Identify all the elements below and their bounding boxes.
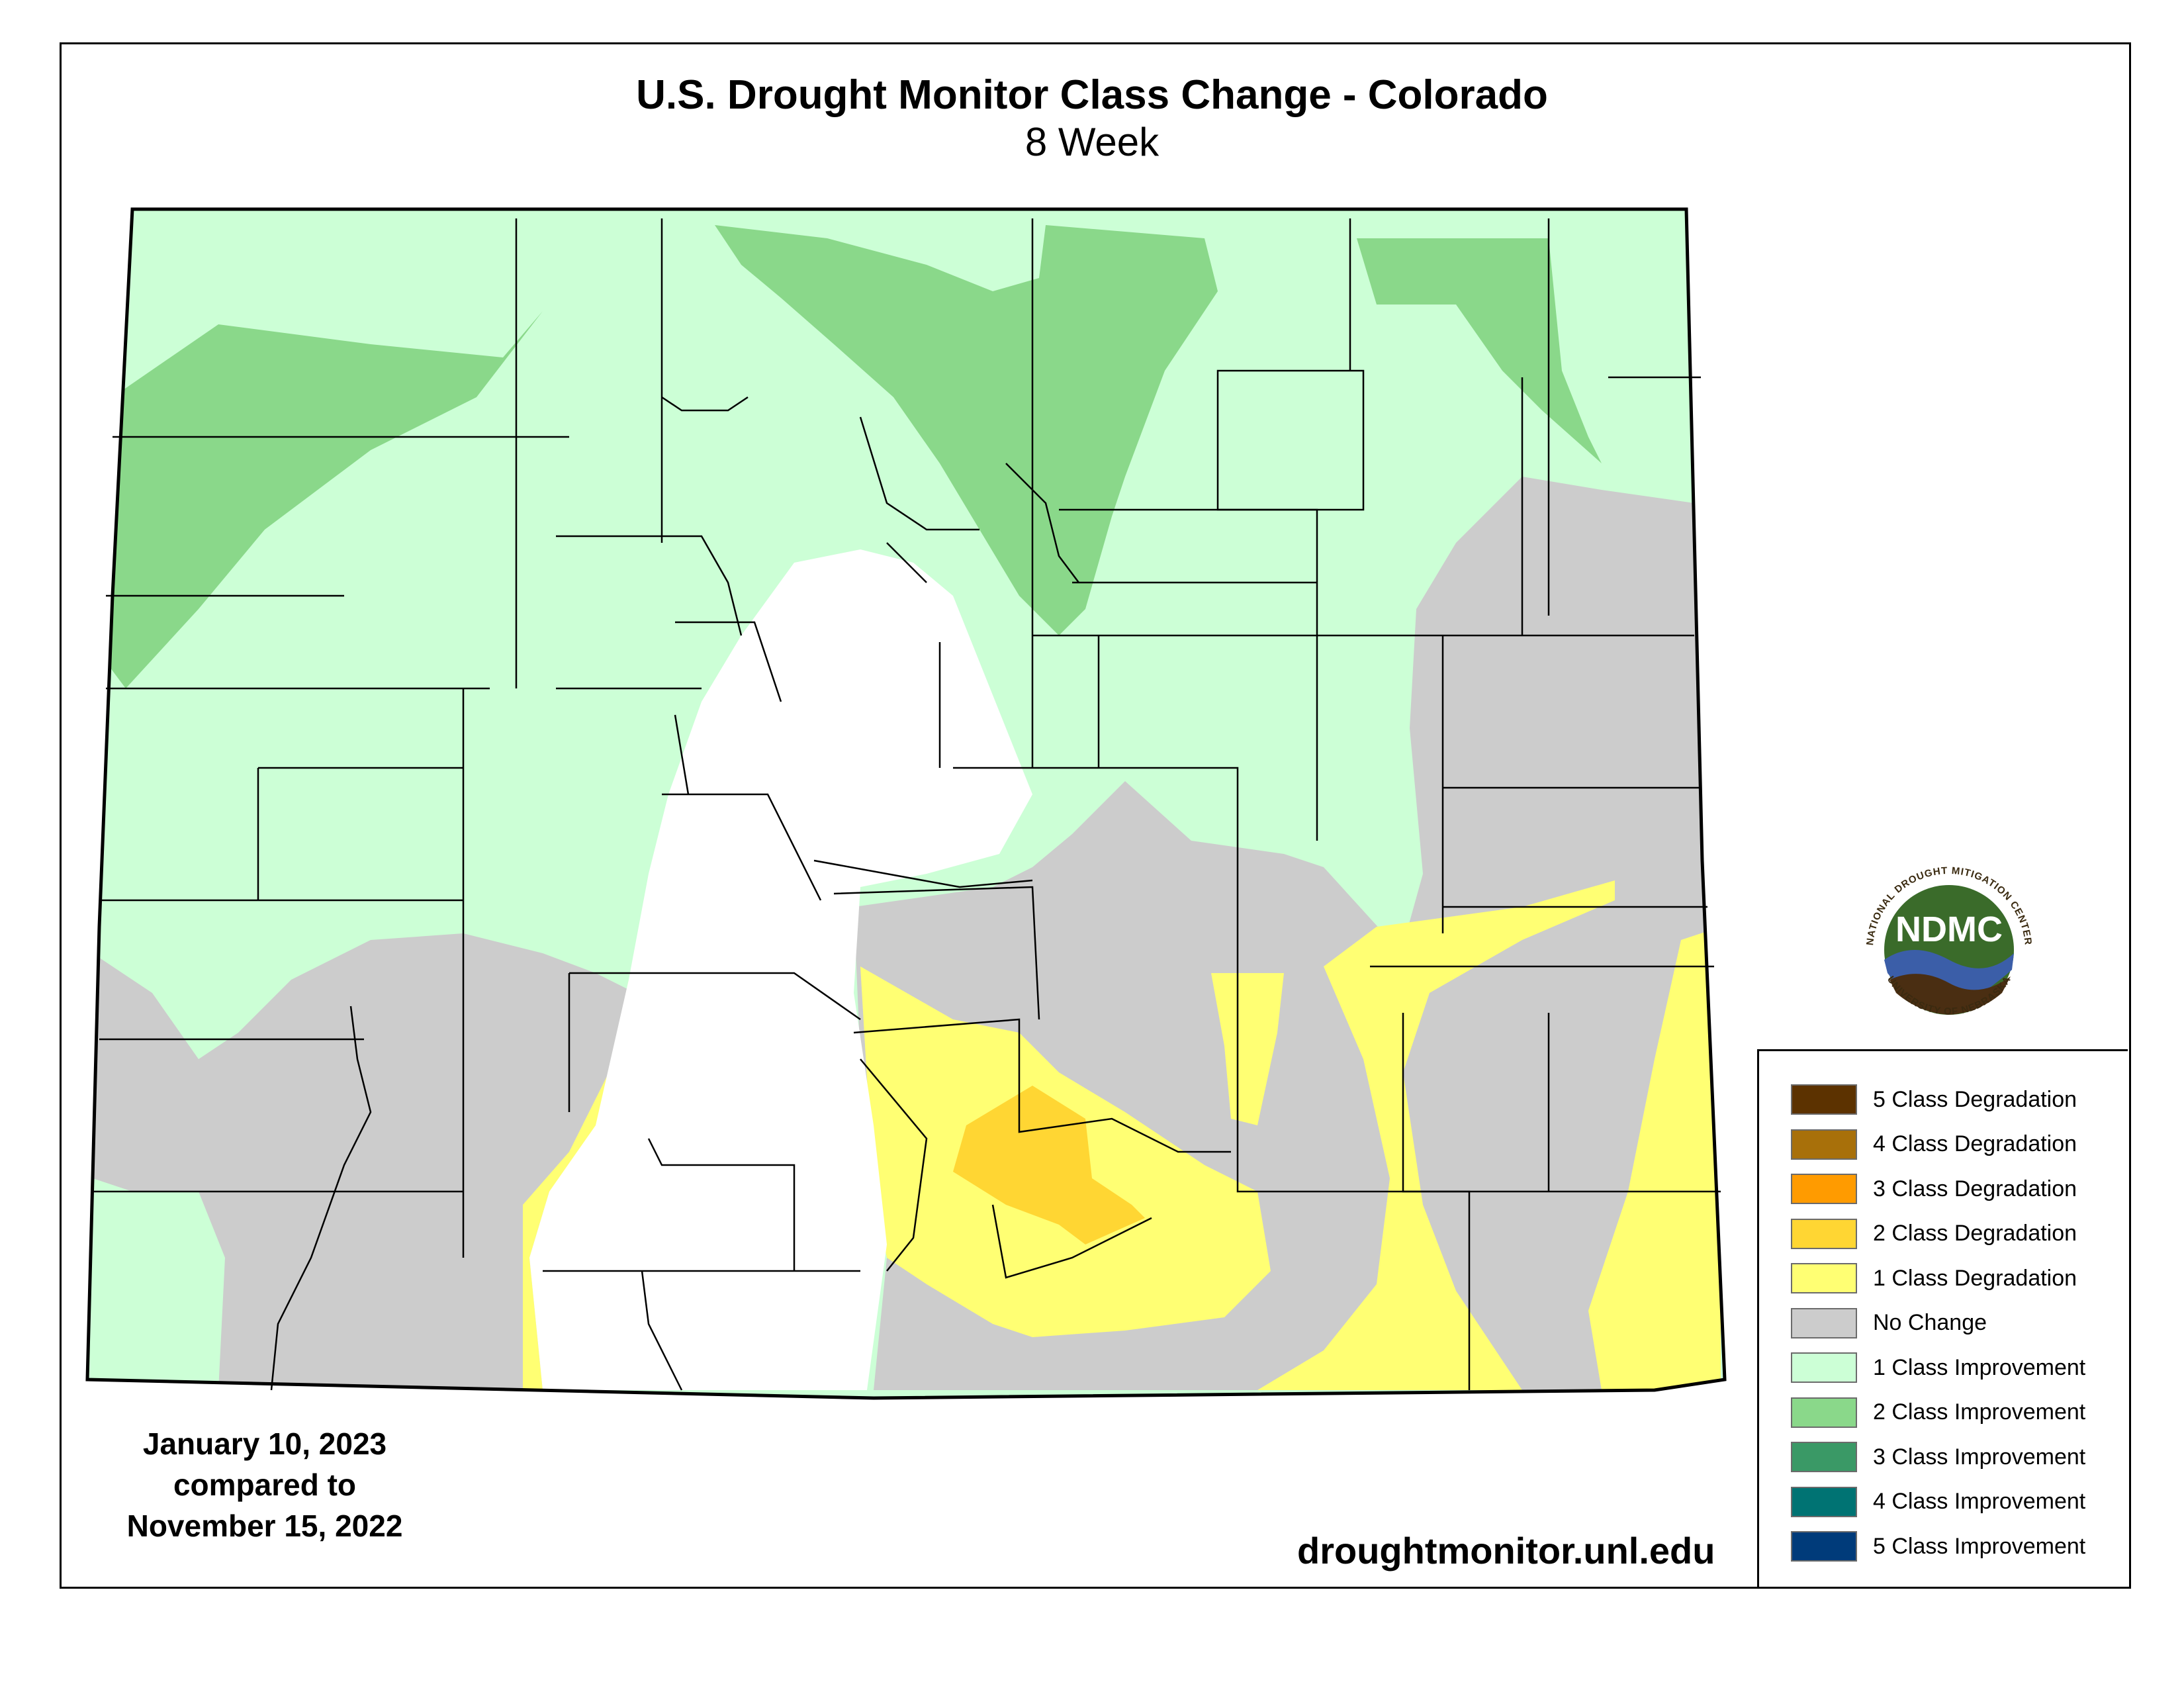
area-2-class-improvement-northwest: [106, 311, 543, 688]
ndmc-logo: NDMC NATIONAL DROUGHT MITIGATION CENTER …: [1855, 856, 2043, 1044]
legend-label: 5 Class Improvement: [1873, 1533, 2086, 1559]
legend-label: 1 Class Degradation: [1873, 1265, 2077, 1291]
area-2-class-improvement-northeast: [1357, 238, 1602, 463]
legend-item: 5 Class Degradation: [1791, 1083, 2077, 1116]
state-outline: [85, 207, 1727, 1400]
legend-swatch: [1791, 1084, 1857, 1115]
legend-item: 3 Class Degradation: [1791, 1172, 2077, 1205]
map-title: U.S. Drought Monitor Class Change - Colo…: [636, 72, 1548, 118]
legend-item: 4 Class Degradation: [1791, 1128, 2077, 1161]
legend-item: 5 Class Improvement: [1791, 1530, 2085, 1563]
legend-label: 5 Class Degradation: [1873, 1086, 2077, 1112]
county-boundaries: [93, 218, 1721, 1391]
legend-label: 2 Class Improvement: [1873, 1399, 2086, 1425]
legend-item: 2 Class Improvement: [1791, 1396, 2085, 1429]
date-comparison: January 10, 2023 compared to November 15…: [93, 1423, 437, 1546]
legend-item: 3 Class Improvement: [1791, 1440, 2085, 1474]
legend-swatch: [1791, 1218, 1857, 1249]
legend-swatch: [1791, 1352, 1857, 1383]
area-no-change-southwest: [93, 933, 635, 1390]
legend-item: 2 Class Degradation: [1791, 1217, 2077, 1250]
drought-change-areas: [87, 209, 1725, 1398]
compared-to-label: compared to: [173, 1468, 357, 1502]
website-url: droughtmonitor.unl.edu: [1297, 1530, 1715, 1571]
legend-swatch: [1791, 1397, 1857, 1428]
legend-item: 1 Class Degradation: [1791, 1262, 2077, 1295]
legend-item: No Change: [1791, 1307, 1987, 1340]
logo-acronym: NDMC: [1895, 910, 2003, 949]
legend-label: No Change: [1873, 1310, 1987, 1335]
area-unshaded-central: [529, 549, 1032, 1390]
legend-swatch: [1791, 1129, 1857, 1160]
legend-swatch: [1791, 1442, 1857, 1472]
area-1-class-degradation-southeast: [1257, 880, 1615, 1390]
legend: 5 Class Degradation 4 Class Degradation 3 …: [1757, 1049, 2128, 1587]
area-1-class-degradation-middle: [1211, 973, 1284, 1125]
area-2-class-degradation: [953, 1086, 1145, 1244]
legend-swatch: [1791, 1486, 1857, 1517]
legend-label: 3 Class Degradation: [1873, 1176, 2077, 1201]
legend-item: 1 Class Improvement: [1791, 1351, 2085, 1384]
area-2-class-improvement-north-central: [715, 225, 1218, 635]
legend-label: 4 Class Improvement: [1873, 1489, 2086, 1514]
legend-label: 2 Class Degradation: [1873, 1221, 2077, 1246]
legend-item: 4 Class Improvement: [1791, 1485, 2085, 1519]
legend-swatch: [1791, 1263, 1857, 1293]
legend-label: 4 Class Degradation: [1873, 1131, 2077, 1156]
previous-date: November 15, 2022: [126, 1509, 403, 1543]
legend-swatch: [1791, 1531, 1857, 1562]
map-subtitle: 8 Week: [1024, 120, 1160, 164]
current-date: January 10, 2023: [142, 1427, 387, 1461]
legend-swatch: [1791, 1174, 1857, 1204]
legend-label: 3 Class Improvement: [1873, 1444, 2086, 1470]
area-1-class-degradation-east: [1588, 927, 1721, 1390]
legend-swatch: [1791, 1307, 1857, 1338]
legend-label: 1 Class Improvement: [1873, 1354, 2086, 1380]
